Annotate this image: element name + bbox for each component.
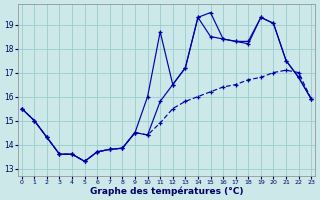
X-axis label: Graphe des températures (°C): Graphe des températures (°C): [90, 186, 243, 196]
